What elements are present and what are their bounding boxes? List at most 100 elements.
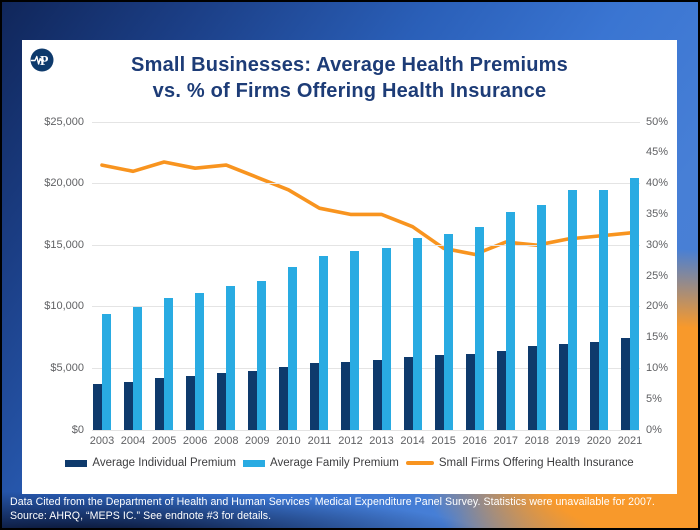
pulse-p-logo-icon: P [30, 48, 54, 72]
left-axis-tick: $0 [71, 423, 84, 436]
bar-individual-2014 [403, 356, 413, 430]
bar-family-2009 [257, 280, 267, 430]
gridline [92, 306, 640, 308]
right-axis-tick: 50% [646, 115, 669, 128]
bar-individual-2017 [496, 350, 506, 430]
bar-individual-2005 [155, 378, 165, 430]
bar-family-2020 [598, 189, 608, 430]
left-axis-tick: $20,000 [44, 177, 84, 190]
bar-individual-2012 [341, 361, 351, 430]
chart-title-line2: vs. % of Firms Offering Health Insurance [152, 80, 547, 102]
bar-family-2011 [319, 256, 329, 430]
x-axis-tick: 2008 [213, 435, 239, 447]
x-axis-tick: 2017 [493, 435, 518, 447]
x-axis-tick: 2015 [431, 435, 456, 447]
right-axis-tick: 5% [646, 392, 662, 405]
bar-individual-2021 [621, 337, 630, 430]
right-axis-percent: 50% 45% 40% 35% 30% 25% 20% 15% 10% 5% 0% [646, 116, 680, 436]
legend-bar-swatch [65, 459, 88, 467]
right-axis-tick: 30% [646, 238, 669, 251]
gridline [92, 122, 640, 123]
offer-rate-line [100, 160, 632, 257]
x-axis-tick: 2020 [586, 435, 612, 447]
x-axis-tick: 2016 [462, 435, 487, 447]
bar-individual-2018 [527, 346, 537, 430]
left-axis-tick: $10,000 [44, 300, 84, 313]
chart-card: P Small Businesses: Average Health Premi… [22, 40, 677, 494]
legend-item: Average Individual Premium [65, 457, 236, 469]
bar-family-2017 [505, 211, 515, 430]
x-axis-years: 2003 2004 2005 2006 2008 2009 2010 2011 2012 2013… [90, 435, 642, 449]
chart-title-line1: Small Businesses: Average Health Premium… [131, 54, 568, 76]
bar-individual-2011 [310, 363, 320, 430]
x-axis-tick: 2012 [338, 435, 363, 447]
x-axis-tick: 2021 [617, 435, 643, 447]
x-axis-tick: 2013 [369, 435, 394, 447]
bar-family-2003 [102, 314, 111, 430]
left-axis-dollars: $25,000 $20,000 $15,000 $10,000 $5,000 $0 [22, 116, 84, 436]
svg-text:P: P [40, 54, 49, 69]
offer-rate-line-path [100, 160, 632, 257]
left-axis-tick: $15,000 [44, 238, 84, 251]
bar-individual-2009 [248, 370, 258, 430]
x-axis-tick: 2011 [307, 435, 332, 447]
x-axis-tick: 2003 [89, 435, 115, 447]
bar-family-2010 [288, 267, 298, 430]
right-axis-tick: 10% [646, 361, 669, 374]
bar-family-2013 [381, 247, 391, 430]
right-axis-tick: 20% [646, 300, 669, 313]
legend-bar-swatch [243, 459, 265, 467]
right-axis-tick: 45% [646, 146, 669, 159]
bar-family-2005 [164, 298, 174, 430]
bar-family-2016 [474, 226, 484, 430]
bar-individual-2013 [372, 360, 382, 430]
bar-individual-2004 [124, 381, 134, 430]
bar-individual-2008 [217, 373, 227, 430]
x-axis-tick: 2019 [555, 435, 581, 447]
bar-family-2018 [536, 204, 546, 430]
gridline [92, 429, 640, 431]
gridline [92, 367, 640, 369]
bar-individual-2003 [93, 384, 102, 430]
bar-family-2015 [443, 234, 453, 430]
bar-individual-2019 [558, 343, 568, 430]
footnote: Data Cited from the Department of Health… [10, 496, 696, 523]
right-axis-tick: 35% [646, 207, 669, 220]
chart-title: Small Businesses: Average Health Premium… [22, 52, 677, 104]
x-axis-tick: 2006 [182, 435, 208, 447]
left-axis-tick: $25,000 [44, 115, 84, 128]
legend-label: Small Firms Offering Health Insurance [438, 457, 634, 469]
bar-family-2008 [226, 285, 236, 430]
bar-individual-2010 [279, 367, 289, 430]
legend-line-swatch [405, 461, 434, 465]
right-axis-tick: 25% [646, 269, 669, 282]
gridline [92, 244, 640, 246]
footnote-line1: Data Cited from the Department of Health… [10, 496, 655, 508]
bar-family-2019 [567, 189, 577, 430]
legend: Average Individual Premium Average Family… [22, 457, 677, 469]
bar-family-2014 [412, 237, 422, 430]
x-axis-tick: 2009 [245, 435, 270, 447]
x-axis-tick: 2018 [524, 435, 550, 447]
right-axis-tick: 40% [646, 177, 669, 190]
bar-individual-2016 [465, 354, 475, 430]
x-axis-tick: 2014 [400, 435, 425, 447]
legend-label: Average Individual Premium [92, 457, 236, 469]
legend-label: Average Family Premium [270, 457, 399, 469]
gridline [92, 183, 640, 185]
legend-item: Average Family Premium [243, 457, 399, 469]
x-axis-tick: 2005 [151, 435, 177, 447]
legend-item: Small Firms Offering Health Insurance [405, 457, 634, 469]
bar-family-2021 [630, 178, 639, 430]
bar-individual-2006 [186, 375, 196, 430]
right-axis-tick: 0% [646, 423, 662, 436]
bar-family-2006 [195, 293, 205, 430]
footnote-line2: Source: AHRQ, “MEPS IC.” See endnote #3 … [10, 509, 272, 522]
bar-family-2012 [350, 251, 360, 430]
right-axis-tick: 15% [646, 331, 669, 344]
bar-individual-2020 [589, 341, 599, 430]
x-axis-tick: 2004 [120, 435, 146, 447]
x-axis-tick: 2010 [276, 435, 301, 447]
plot-area [92, 122, 640, 431]
